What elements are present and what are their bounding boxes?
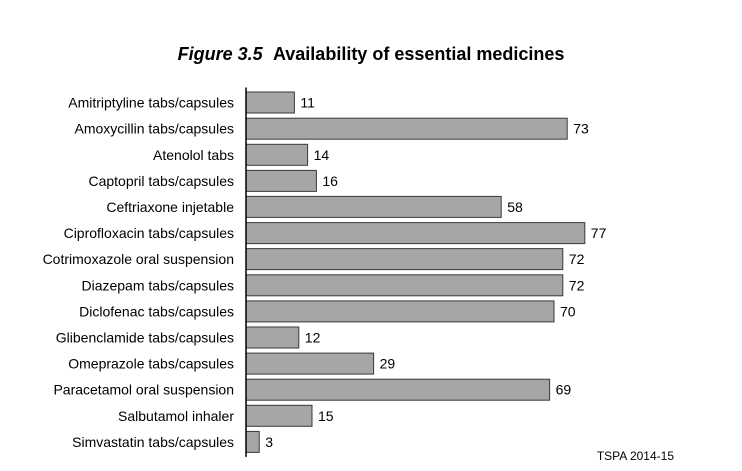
- category-label: Glibenclamide tabs/capsules: [56, 330, 234, 346]
- source-note: TSPA 2014-15: [596, 449, 674, 463]
- bar: [245, 117, 568, 140]
- category-label: Captopril tabs/capsules: [88, 173, 234, 189]
- bar: [245, 430, 260, 453]
- data-label: 72: [569, 277, 585, 293]
- bar: [245, 222, 586, 245]
- category-label: Atenolol tabs: [153, 147, 234, 163]
- bar: [245, 91, 295, 114]
- data-label: 29: [380, 356, 396, 372]
- data-label: 3: [265, 434, 273, 450]
- data-label: 70: [560, 303, 576, 319]
- data-label: 58: [507, 199, 523, 215]
- bar: [245, 169, 317, 192]
- data-label: 77: [591, 225, 607, 241]
- category-label: Cotrimoxazole oral suspension: [43, 251, 234, 267]
- category-label: Amitriptyline tabs/capsules: [68, 95, 234, 111]
- category-label: Diazepam tabs/capsules: [81, 277, 234, 293]
- data-label: 16: [322, 173, 338, 189]
- figure-title-text: Availability of essential medicines: [272, 44, 565, 64]
- category-label: Simvastatin tabs/capsules: [72, 434, 234, 450]
- bar: [245, 352, 375, 375]
- chart-title: Figure 3.5 Availability of essential med…: [0, 44, 742, 65]
- category-label: Salbutamol inhaler: [118, 408, 234, 424]
- bar: [245, 404, 313, 427]
- category-label: Amoxycillin tabs/capsules: [74, 121, 234, 137]
- data-label: 11: [300, 95, 315, 111]
- data-label: 72: [569, 251, 585, 267]
- data-label: 69: [556, 382, 572, 398]
- bar: [245, 300, 555, 323]
- category-label: Ciprofloxacin tabs/capsules: [64, 225, 234, 241]
- data-label: 15: [318, 408, 334, 424]
- data-label: 12: [305, 330, 321, 346]
- data-label: 73: [573, 121, 589, 137]
- bar: [245, 378, 551, 401]
- category-label: Ceftriaxone injetable: [106, 199, 234, 215]
- bar: [245, 326, 300, 349]
- category-label: Paracetamol oral suspension: [53, 382, 234, 398]
- bar: [245, 195, 502, 218]
- category-label: Diclofenac tabs/capsules: [79, 303, 234, 319]
- bar: [245, 248, 564, 271]
- category-label: Omeprazole tabs/capsules: [68, 356, 234, 372]
- figure-label: Figure 3.5: [177, 44, 263, 64]
- data-label: 14: [314, 147, 330, 163]
- bar: [245, 274, 564, 297]
- bar: [245, 143, 309, 166]
